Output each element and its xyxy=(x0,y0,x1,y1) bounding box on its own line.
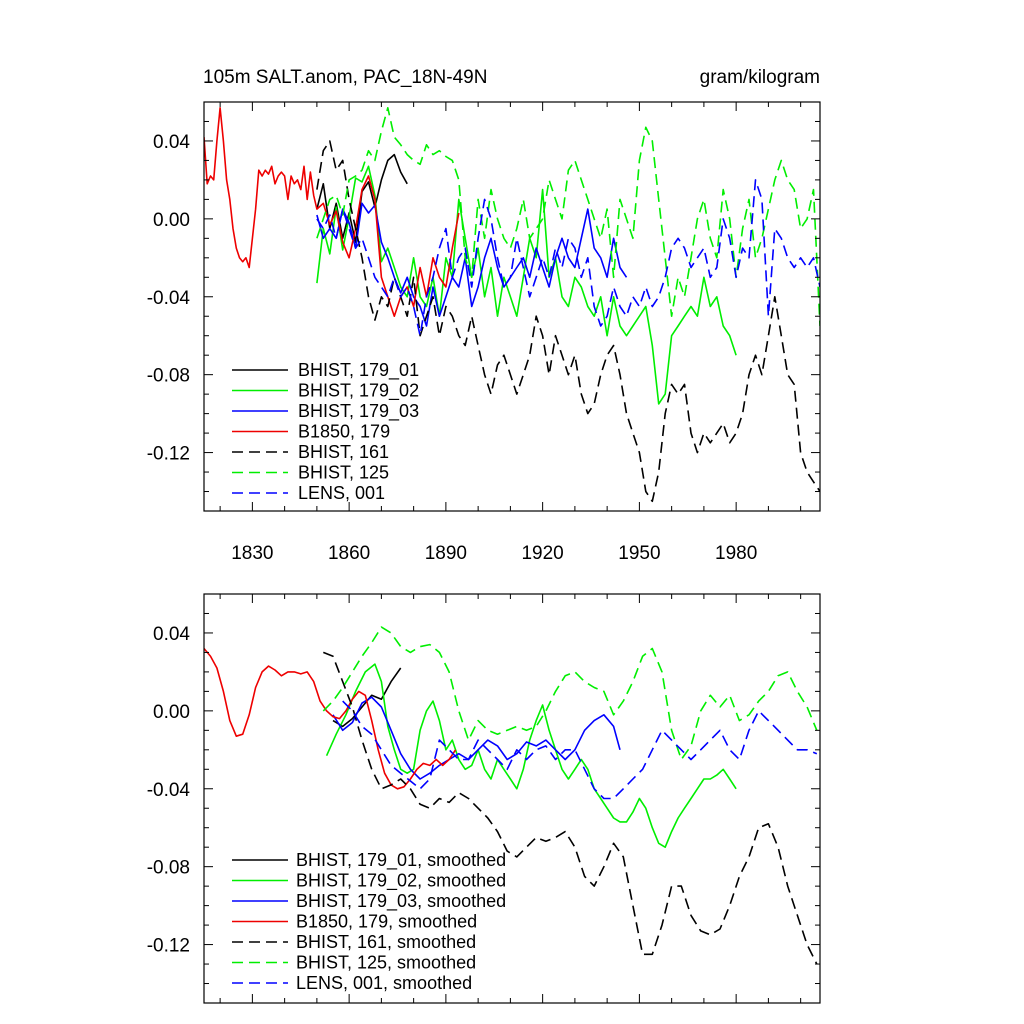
chart-header: 105m SALT.anom, PAC_18N-49N gram/kilogra… xyxy=(203,67,820,88)
legend-label: LENS, 001 xyxy=(298,483,385,503)
series-line-top-4 xyxy=(316,140,820,503)
legend-label: BHIST, 179_03, smoothed xyxy=(296,891,506,912)
series-line-bottom-3 xyxy=(204,647,457,790)
series-line-bottom-1 xyxy=(325,663,737,848)
y-tick-label: 0.04 xyxy=(153,624,190,645)
x-tick-label: 1830 xyxy=(231,543,273,564)
legend-label: BHIST, 125 xyxy=(298,463,389,483)
x-tick-label: 1920 xyxy=(521,543,563,564)
series-line-bottom-2 xyxy=(332,696,621,780)
series-line-top-1 xyxy=(316,165,737,405)
x-tick-label: 1890 xyxy=(425,543,467,564)
legend-label: LENS, 001, smoothed xyxy=(296,973,472,993)
y-tick-label: -0.04 xyxy=(147,780,191,801)
series-line-top-2 xyxy=(316,202,628,327)
legend-label: B1850, 179 xyxy=(298,422,390,442)
y-tick-label: -0.12 xyxy=(147,936,190,957)
x-tick-label: 1980 xyxy=(715,543,757,564)
y-tick-label: 0.04 xyxy=(153,132,190,153)
y-tick-label: 0.00 xyxy=(153,210,190,231)
units-label: gram/kilogram xyxy=(700,67,820,88)
y-tick-label: -0.08 xyxy=(147,366,190,387)
series-line-top-3 xyxy=(204,107,460,317)
axis-ticks xyxy=(204,101,820,512)
legend-label: BHIST, 179_01 xyxy=(298,360,419,381)
legend-label: BHIST, 179_01, smoothed xyxy=(296,850,506,871)
series-line-top-6 xyxy=(316,179,820,337)
series-line-bottom-6 xyxy=(342,700,818,800)
x-tick-label: 1860 xyxy=(328,543,370,564)
x-tick-label: 1950 xyxy=(618,543,660,564)
legend-label: BHIST, 179_03 xyxy=(298,401,419,422)
legend-label: BHIST, 161, smoothed xyxy=(296,932,476,952)
legend-label: BHIST, 179_02, smoothed xyxy=(296,871,506,892)
y-tick-label: -0.04 xyxy=(147,288,191,309)
y-tick-label: -0.08 xyxy=(147,858,190,879)
y-tick-label: -0.12 xyxy=(147,444,190,465)
bottom-panel: 0.04 0.00 -0.04 -0.08 -0.12 BHIST, 179_01, sm… xyxy=(147,593,821,1004)
series-line-top-5 xyxy=(316,107,820,327)
legend-label: BHIST, 161 xyxy=(298,442,389,462)
y-tick-label: 0.00 xyxy=(153,702,190,723)
top-panel: 0.04 0.00 -0.04 -0.08 -0.12 1830 1860 1890 1920 1… xyxy=(147,101,821,564)
plot-frame xyxy=(203,593,821,1004)
plot-frame xyxy=(203,101,821,512)
series-lines xyxy=(204,107,820,503)
axis-ticks xyxy=(204,593,820,1004)
legend-label: BHIST, 125, smoothed xyxy=(296,953,476,973)
legend-label: BHIST, 179_02 xyxy=(298,381,419,402)
chart-title: 105m SALT.anom, PAC_18N-49N xyxy=(203,67,487,88)
series-lines xyxy=(204,626,818,965)
series-line-bottom-5 xyxy=(322,626,818,761)
series-line-bottom-4 xyxy=(323,651,818,965)
series-line-bottom-0 xyxy=(332,667,402,728)
legend-label: B1850, 179, smoothed xyxy=(296,912,477,932)
